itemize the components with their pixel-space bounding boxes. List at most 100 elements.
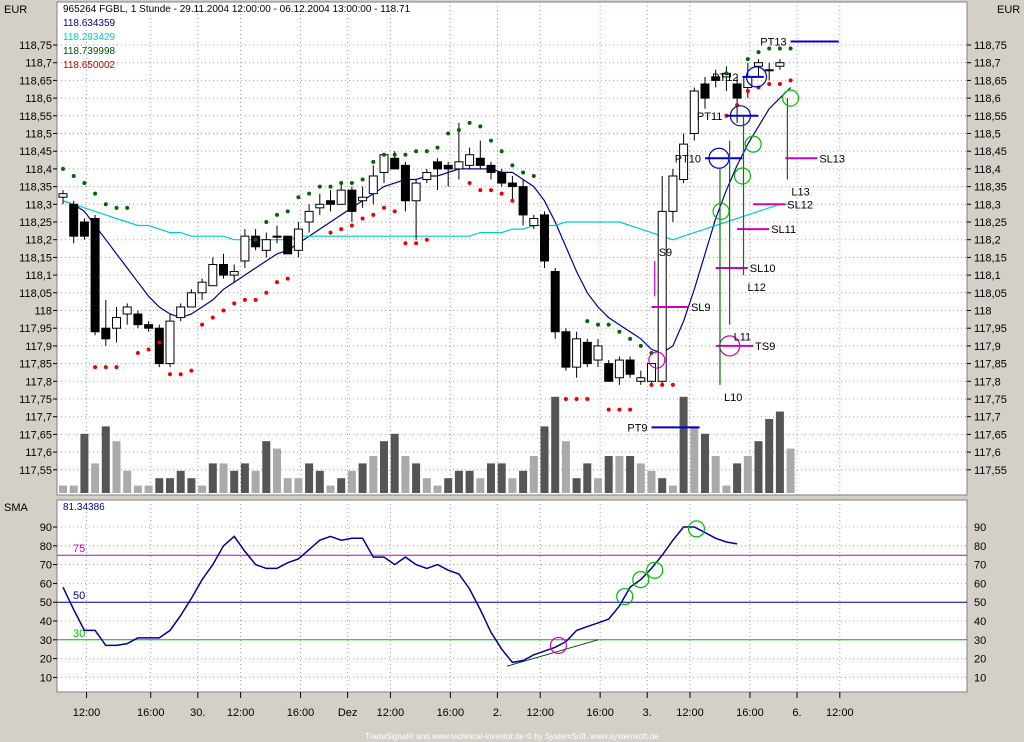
volume-bar xyxy=(369,456,378,493)
candle-body xyxy=(711,76,721,81)
volume-bar xyxy=(337,478,346,493)
footer-credit: TradeSignal® and www.technical-investor.… xyxy=(365,732,659,741)
candle-body xyxy=(229,271,239,276)
candle-body xyxy=(433,161,442,170)
sar-dot xyxy=(307,191,312,196)
indicator-axis-label-right: 40 xyxy=(974,616,986,628)
volume-bar xyxy=(240,463,249,493)
candle-body xyxy=(700,83,710,99)
volume-bar xyxy=(519,470,528,493)
candle xyxy=(679,133,689,184)
candle-body xyxy=(219,263,228,276)
volume-bar xyxy=(273,448,281,493)
time-axis-label: 16:00 xyxy=(137,707,165,719)
indicator-axis-label-left: 50 xyxy=(40,597,52,609)
price-axis-label-left: 117,8 xyxy=(25,376,52,388)
annotation-label: L13 xyxy=(791,187,809,199)
time-axis-label: 12:00 xyxy=(377,707,405,719)
readout-sar-high: 118.739998 xyxy=(63,46,116,57)
sar-dot xyxy=(221,308,226,313)
price-axis-label-left: 118,35 xyxy=(19,182,52,194)
indicator-axis-label-left: 30 xyxy=(40,635,52,647)
price-axis-label-right: 117,65 xyxy=(974,429,1007,441)
volume-bar xyxy=(326,485,335,493)
annotation-label: TS9 xyxy=(755,341,775,353)
volume-bar xyxy=(412,463,421,493)
indicator-line xyxy=(62,526,738,664)
volume-bar xyxy=(497,463,506,493)
sar-dot xyxy=(767,46,772,51)
candle xyxy=(754,59,763,77)
indicator-circle xyxy=(632,571,650,589)
annotation-label: SL9 xyxy=(691,302,711,314)
sar-dot xyxy=(489,138,493,143)
indicator-axis-label-left: 90 xyxy=(40,522,52,534)
price-axis-label-right: 118,35 xyxy=(974,182,1007,194)
sar-dot xyxy=(638,343,643,348)
volume-bar xyxy=(658,478,667,493)
candle xyxy=(154,324,164,368)
sar-dot xyxy=(745,89,750,94)
sar-dot xyxy=(670,382,675,387)
sar-dot xyxy=(264,220,269,224)
volume-bar xyxy=(315,470,324,493)
indicator-axis-label-right: 10 xyxy=(974,672,986,684)
sar-dot xyxy=(788,78,793,83)
candle-body xyxy=(122,306,132,315)
volume-bar xyxy=(69,485,78,493)
sar-dot xyxy=(510,163,515,168)
sar-dot xyxy=(521,170,526,175)
candle xyxy=(358,186,368,208)
sar-dot xyxy=(424,149,429,154)
price-axis-label-right: 117,7 xyxy=(974,412,1001,424)
sar-dot xyxy=(285,276,290,281)
candle-body xyxy=(58,193,68,198)
annotation-label: PT11 xyxy=(697,111,722,123)
candle xyxy=(475,140,485,169)
price-axis-label-right: 117,6 xyxy=(974,447,1001,459)
candle xyxy=(625,356,635,378)
candle xyxy=(197,278,207,300)
candle-body xyxy=(507,182,517,188)
candle-body xyxy=(390,157,400,170)
candle-body xyxy=(593,345,603,361)
price-axis-label-left: 118,3 xyxy=(25,199,52,211)
sar-dot xyxy=(135,350,140,355)
sar-dot xyxy=(125,205,130,210)
candle xyxy=(293,222,303,258)
sar-dot xyxy=(660,382,665,387)
sar-dot xyxy=(371,159,376,164)
sar-dot xyxy=(103,365,108,370)
candle-body xyxy=(144,324,154,329)
sar-dot xyxy=(93,365,98,370)
sar-dot xyxy=(403,152,408,157)
candle xyxy=(561,328,571,371)
volume-bar xyxy=(604,456,613,493)
volume-bar xyxy=(219,463,228,493)
candle xyxy=(529,214,539,230)
candle-body xyxy=(754,62,763,67)
annotation-label: L11 xyxy=(734,332,752,344)
time-axis-label: 6. xyxy=(792,707,801,719)
candle xyxy=(572,331,582,378)
time-axis-label: 12:00 xyxy=(73,707,101,719)
candle xyxy=(764,62,774,81)
candle-body xyxy=(497,171,507,184)
sar-dot xyxy=(157,340,162,345)
sar-dot xyxy=(649,382,654,387)
volume-bar xyxy=(636,463,645,493)
volume-bar xyxy=(155,478,164,493)
volume-bar xyxy=(722,485,731,493)
volume-bar xyxy=(626,456,635,493)
indicator-axis-label-left: 20 xyxy=(40,654,52,666)
candle xyxy=(336,183,346,205)
annotation-circle xyxy=(745,66,768,88)
annotation-circle xyxy=(708,147,730,169)
indicator-reference-label: 30 xyxy=(73,628,85,640)
sar-dot xyxy=(93,191,98,196)
annotation-circle xyxy=(744,135,762,153)
indicator-name: SMA xyxy=(4,502,29,514)
volume-bar xyxy=(529,456,538,493)
volume-bar xyxy=(487,463,495,493)
candle xyxy=(219,253,228,279)
